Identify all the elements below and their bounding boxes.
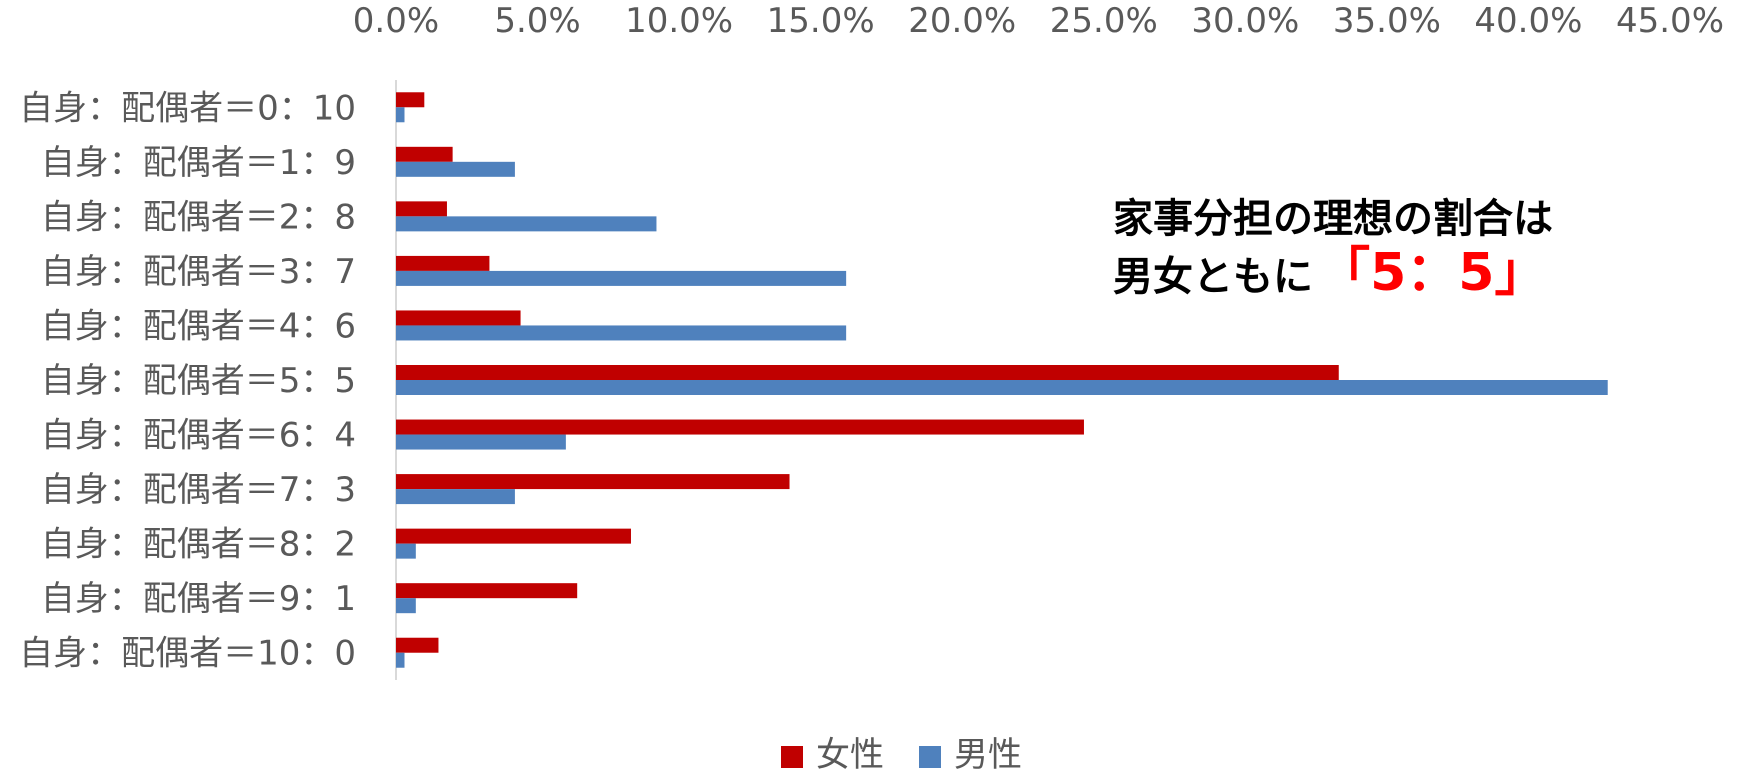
- annotation-line2: 男女ともに 「5：5」: [1113, 243, 1546, 303]
- x-tick-label: 10.0%: [625, 1, 733, 41]
- x-tick-label: 35.0%: [1333, 1, 1441, 41]
- bar-male: [396, 216, 657, 232]
- category-label: 自身：配偶者＝9：1: [41, 579, 356, 619]
- bar-female: [396, 637, 439, 653]
- bar-male: [396, 598, 416, 614]
- x-tick-label: 45.0%: [1616, 1, 1724, 41]
- bar-female: [396, 474, 790, 490]
- bar-male: [396, 270, 847, 286]
- bar-male: [396, 107, 405, 123]
- bar-female: [396, 255, 490, 271]
- bar-male: [396, 434, 566, 450]
- x-tick-label: 20.0%: [908, 1, 1016, 41]
- bars: [396, 92, 1608, 668]
- x-tick-label: 5.0%: [494, 1, 580, 41]
- category-label: 自身：配偶者＝1：9: [41, 143, 356, 183]
- bar-female: [396, 310, 521, 326]
- bar-female: [396, 201, 447, 217]
- bar-female: [396, 92, 425, 108]
- bar-female: [396, 583, 578, 599]
- annotation-line1: 家事分担の理想の割合は: [1113, 196, 1553, 242]
- category-label: 自身：配偶者＝5：5: [41, 361, 356, 401]
- x-tick-label: 15.0%: [767, 1, 875, 41]
- annotation-line2-highlight: 「5：5」: [1318, 243, 1546, 303]
- category-label: 自身：配偶者＝0：10: [19, 88, 356, 128]
- category-label: 自身：配偶者＝10：0: [19, 634, 356, 674]
- annotation-line2-prefix: 男女ともに: [1113, 254, 1313, 300]
- bar-male: [396, 652, 405, 668]
- category-label: 自身：配偶者＝2：8: [41, 197, 356, 237]
- bar-male: [396, 543, 416, 559]
- legend: 女性 男性: [781, 735, 1022, 775]
- category-labels: 自身：配偶者＝0：10 自身：配偶者＝1：9 自身：配偶者＝2：8 自身：配偶者＝3：…: [19, 88, 356, 673]
- legend-swatch: [781, 746, 803, 768]
- category-label: 自身：配偶者＝4：6: [41, 306, 356, 346]
- category-label: 自身：配偶者＝3：7: [41, 252, 356, 292]
- bar-female: [396, 146, 453, 162]
- x-axis-ticks: 0.0% 5.0% 10.0% 15.0% 20.0% 25.0% 30.0% 35.0% 40…: [353, 1, 1724, 41]
- bar-male: [396, 489, 515, 505]
- bar-female: [396, 528, 631, 544]
- x-tick-label: 25.0%: [1050, 1, 1158, 41]
- category-label: 自身：配偶者＝6：4: [41, 416, 356, 456]
- bar-female: [396, 365, 1339, 380]
- legend-label: 女性: [816, 735, 884, 775]
- legend-swatch: [919, 746, 941, 768]
- legend-label: 男性: [954, 735, 1022, 775]
- x-tick-label: 30.0%: [1191, 1, 1299, 41]
- x-tick-label: 0.0%: [353, 1, 439, 41]
- category-label: 自身：配偶者＝7：3: [41, 470, 356, 510]
- x-tick-label: 40.0%: [1474, 1, 1582, 41]
- category-label: 自身：配偶者＝8：2: [41, 525, 356, 565]
- bar-male: [396, 380, 1608, 395]
- bar-male: [396, 325, 847, 341]
- bar-male: [396, 161, 515, 177]
- bar-female: [396, 419, 1084, 435]
- annotation: 家事分担の理想の割合は 男女ともに 「5：5」: [1113, 196, 1553, 303]
